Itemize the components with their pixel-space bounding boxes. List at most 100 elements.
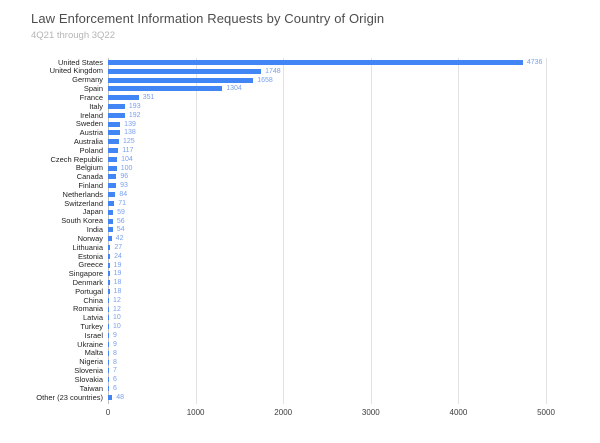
category-label: South Korea (61, 216, 103, 226)
bar-track: 125 (108, 137, 546, 146)
bar-track: 6 (108, 375, 546, 384)
bar-row: Taiwan 6 (0, 384, 600, 393)
x-tick-label: 3000 (361, 408, 380, 417)
category-label: Portugal (75, 286, 103, 296)
bar[interactable] (108, 218, 113, 224)
bar[interactable] (108, 324, 109, 330)
bar[interactable] (108, 103, 125, 109)
bar-track: 93 (108, 181, 546, 190)
category-label: Czech Republic (50, 154, 103, 164)
bar-track: 9 (108, 340, 546, 349)
bar[interactable] (108, 68, 262, 74)
bar[interactable] (108, 77, 254, 83)
bar[interactable] (108, 59, 523, 65)
bar-track: 1304 (108, 84, 546, 93)
bar-track: 193 (108, 102, 546, 111)
bar[interactable] (108, 165, 117, 171)
bar-track: 24 (108, 252, 546, 261)
bar-row: South Korea 56 (0, 217, 600, 226)
value-label: 192 (128, 111, 141, 119)
value-label: 48 (116, 393, 124, 401)
bar-row: Finland 93 (0, 181, 600, 190)
bar-track: 18 (108, 278, 546, 287)
value-label: 138 (124, 129, 136, 137)
bar-row: Belgium 100 (0, 164, 600, 173)
bar-track: 71 (108, 199, 546, 208)
bar[interactable] (108, 377, 109, 383)
bar[interactable] (108, 200, 115, 206)
bar-row: Lithuania 27 (0, 243, 600, 252)
bar[interactable] (108, 368, 109, 374)
bar[interactable] (108, 112, 125, 118)
bar-track: 4736 (108, 58, 546, 67)
bar-row: Estonia 24 (0, 252, 600, 261)
bar[interactable] (108, 341, 109, 347)
chart-title: Law Enforcement Information Requests by … (31, 11, 385, 26)
bar[interactable] (108, 192, 116, 198)
value-label: 24 (114, 252, 122, 260)
bar-row: United Kingdom 1748 (0, 67, 600, 76)
bar[interactable] (108, 209, 114, 215)
bar-row: Austria 138 (0, 129, 600, 138)
value-label: 117 (122, 147, 134, 155)
bar[interactable] (108, 315, 109, 321)
value-label: 1658 (257, 76, 273, 84)
bar-row: Switzerland 71 (0, 199, 600, 208)
bar[interactable] (108, 156, 118, 162)
bar[interactable] (108, 350, 109, 356)
value-label: 6 (113, 384, 117, 392)
bar[interactable] (108, 271, 110, 277)
bar[interactable] (108, 359, 109, 365)
category-label: Switzerland (64, 198, 103, 208)
x-tick-label: 4000 (449, 408, 468, 417)
category-label: Japan (82, 207, 103, 217)
bar[interactable] (108, 86, 223, 92)
bar-track: 100 (108, 164, 546, 173)
bar-track: 9 (108, 331, 546, 340)
category-label: Latvia (82, 313, 103, 323)
bar[interactable] (108, 148, 119, 154)
bar[interactable] (108, 297, 110, 303)
gridline-4000 (458, 58, 460, 404)
category-label: India (86, 225, 103, 235)
category-label: United Kingdom (49, 66, 103, 76)
bar-row: Netherlands 84 (0, 190, 600, 199)
bar[interactable] (108, 183, 117, 189)
bar[interactable] (108, 236, 112, 242)
bar-row: Japan 59 (0, 208, 600, 217)
bar[interactable] (108, 121, 121, 127)
bar[interactable] (108, 227, 113, 233)
bar-track: 139 (108, 120, 546, 129)
bar-row: Slovakia 6 (0, 375, 600, 384)
category-label: Australia (73, 136, 103, 146)
category-label: Ukraine (77, 339, 103, 349)
bar-row: Latvia 10 (0, 314, 600, 323)
bar-track: 10 (108, 314, 546, 323)
bar[interactable] (108, 139, 119, 145)
bar-row: France 351 (0, 93, 600, 102)
bar[interactable] (108, 394, 113, 400)
value-label: 19 (113, 270, 122, 278)
gridline-1000 (195, 58, 197, 404)
bar[interactable] (108, 95, 139, 101)
bar-row: Spain 1304 (0, 84, 600, 93)
bar[interactable] (108, 289, 110, 295)
bar[interactable] (108, 253, 111, 259)
bar[interactable] (108, 130, 121, 136)
category-label: Turkey (80, 322, 103, 332)
bar[interactable] (108, 280, 110, 286)
bar-row: United States 4736 (0, 58, 600, 67)
bar[interactable] (108, 306, 110, 312)
bar-track: 138 (108, 129, 546, 138)
category-label: Canada (76, 172, 103, 182)
category-label: Italy (89, 101, 103, 111)
category-label: Ireland (80, 110, 103, 120)
category-label: Nigeria (79, 357, 103, 367)
bar[interactable] (108, 174, 117, 180)
bar[interactable] (108, 262, 110, 268)
value-label: 19 (113, 261, 122, 269)
bar[interactable] (108, 385, 109, 391)
bar[interactable] (108, 244, 111, 250)
bar[interactable] (108, 333, 109, 339)
bar-track: 1658 (108, 76, 546, 85)
